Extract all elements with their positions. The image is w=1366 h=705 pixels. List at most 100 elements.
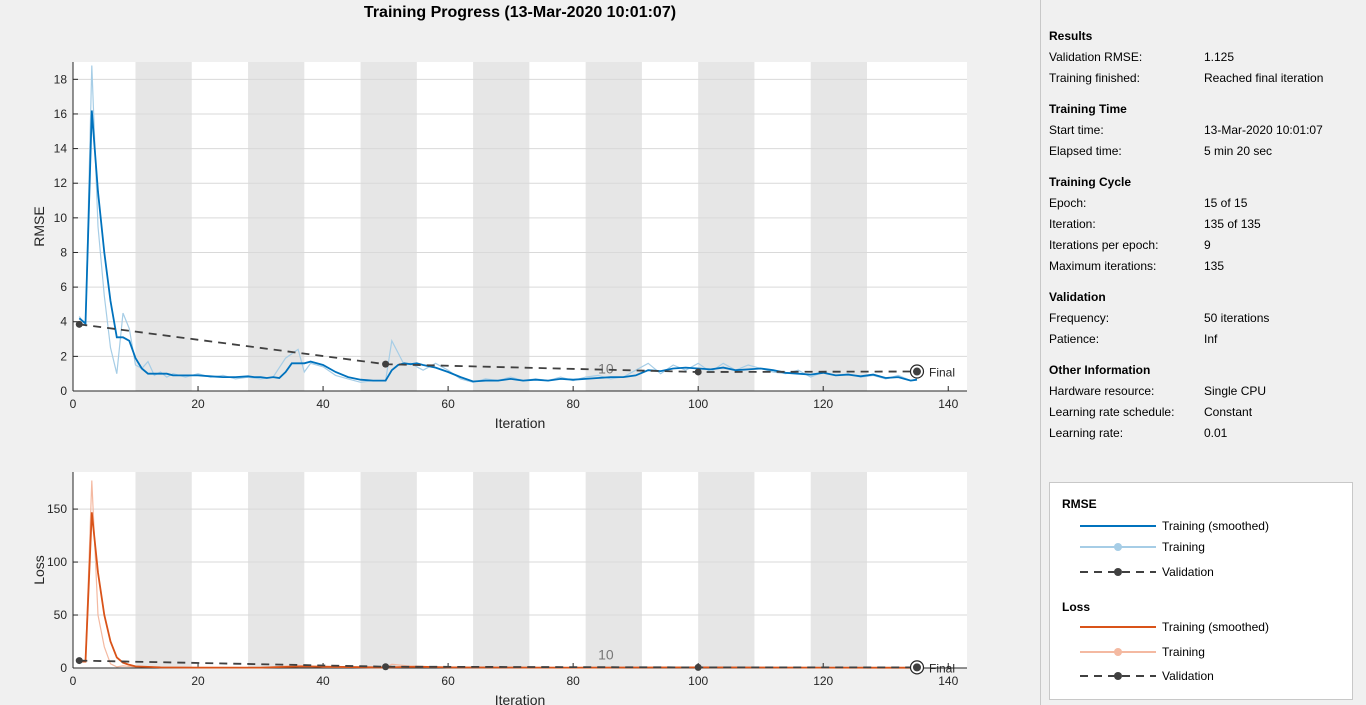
info-value: 135 of 135 xyxy=(1204,217,1261,231)
info-key: Hardware resource: xyxy=(1049,384,1155,398)
info-value: 135 xyxy=(1204,259,1225,273)
validation-point xyxy=(912,663,921,672)
training-cycle-section: Training Cycle Epoch: 15 of 15 Iteration:… xyxy=(1049,174,1359,279)
results-section: Results Validation RMSE: 1.125 Training f… xyxy=(1049,28,1359,91)
legend: RMSE Training (smoothed) Training Valida… xyxy=(1049,482,1353,700)
y-tick-label: 100 xyxy=(47,555,67,569)
legend-swatch-icon xyxy=(1080,672,1156,680)
epoch-band xyxy=(585,62,642,391)
info-value: Inf xyxy=(1204,332,1218,346)
info-value: 13-Mar-2020 10:01:07 xyxy=(1204,123,1323,137)
validation-heading: Validation xyxy=(1049,290,1106,304)
legend-label: Training xyxy=(1162,645,1205,659)
epoch-band xyxy=(585,472,642,668)
y-axis-label: RMSE xyxy=(31,206,47,246)
legend-label: Training (smoothed) xyxy=(1162,519,1269,533)
x-tick-label: 140 xyxy=(938,674,958,688)
y-axis-label: Loss xyxy=(31,555,47,585)
epoch-band xyxy=(360,472,417,668)
final-label: Final xyxy=(929,366,955,380)
plot-area: 0 20 40 60 80 100 120 140 0 2 4 6 8 10 12 14 16 18 Iterati… xyxy=(31,62,967,705)
info-row: Validation RMSE: 1.125 xyxy=(1049,49,1359,70)
info-key: Epoch: xyxy=(1049,196,1087,210)
info-row: Hardware resource: Single CPU xyxy=(1049,383,1359,404)
info-row: Patience: Inf xyxy=(1049,331,1359,352)
epoch-band xyxy=(473,62,530,391)
legend-swatch-icon xyxy=(1080,525,1156,527)
info-row: Epoch: 15 of 15 xyxy=(1049,195,1359,216)
info-value: 50 iterations xyxy=(1204,311,1270,325)
info-key: Iteration: xyxy=(1049,217,1096,231)
epoch-band xyxy=(248,62,305,391)
training-info: Results Validation RMSE: 1.125 Training f… xyxy=(1049,28,1359,446)
x-tick-label: 80 xyxy=(566,674,580,688)
info-row: Iteration: 135 of 135 xyxy=(1049,216,1359,237)
epoch-band xyxy=(698,472,755,668)
other-info-section: Other Information Hardware resource: Sing… xyxy=(1049,362,1359,446)
info-key: Patience: xyxy=(1049,332,1100,346)
epoch-label: 10 xyxy=(598,647,614,663)
info-row: Iterations per epoch: 9 xyxy=(1049,237,1359,258)
info-key: Iterations per epoch: xyxy=(1049,238,1159,252)
epoch-band xyxy=(698,62,755,391)
x-tick-label: 40 xyxy=(316,397,330,411)
y-tick-label: 0 xyxy=(60,384,67,398)
final-label: Final xyxy=(929,661,955,675)
info-key: Maximum iterations: xyxy=(1049,259,1157,273)
legend-heading-rmse: RMSE xyxy=(1062,497,1097,511)
x-tick-label: 140 xyxy=(938,397,958,411)
series-validation-line xyxy=(79,659,917,669)
info-value: 5 min 20 sec xyxy=(1204,144,1273,158)
y-tick-label: 2 xyxy=(60,349,67,363)
y-tick-label: 10 xyxy=(54,211,68,225)
x-tick-label: 0 xyxy=(70,397,77,411)
validation-point xyxy=(912,367,921,376)
legend-heading-loss: Loss xyxy=(1062,600,1091,614)
validation-point xyxy=(694,368,702,376)
training-time-section: Training Time Start time: 13-Mar-2020 10:… xyxy=(1049,101,1359,164)
legend-item-loss-smoothed: Training (smoothed) xyxy=(1080,619,1350,635)
x-tick-label: 20 xyxy=(191,674,205,688)
x-tick-label: 120 xyxy=(813,397,833,411)
legend-swatch-icon xyxy=(1080,543,1156,551)
epoch-band xyxy=(473,472,530,668)
y-tick-label: 4 xyxy=(60,315,67,329)
loss-chart: 0 20 40 60 80 100 120 140 0 50 100 150 Iteration Loss… xyxy=(31,472,967,705)
x-tick-label: 0 xyxy=(70,674,77,688)
training-time-heading: Training Time xyxy=(1049,102,1127,116)
x-tick-label: 20 xyxy=(191,397,205,411)
info-key: Elapsed time: xyxy=(1049,144,1122,158)
info-value: 9 xyxy=(1204,238,1211,252)
x-tick-label: 60 xyxy=(441,674,455,688)
results-heading: Results xyxy=(1049,29,1093,43)
epoch-band xyxy=(810,62,867,391)
info-key: Learning rate schedule: xyxy=(1049,405,1175,419)
x-tick-label: 100 xyxy=(688,674,708,688)
y-tick-label: 0 xyxy=(60,661,67,675)
legend-label: Validation xyxy=(1162,669,1214,683)
info-row: Elapsed time: 5 min 20 sec xyxy=(1049,143,1359,164)
rmse-chart: 0 20 40 60 80 100 120 140 0 2 4 6 8 10 12 14 16 18 Iterati… xyxy=(31,62,967,431)
y-tick-label: 8 xyxy=(60,245,67,259)
y-tick-label: 6 xyxy=(60,280,67,294)
validation-point xyxy=(382,360,390,368)
legend-swatch-icon xyxy=(1080,648,1156,656)
legend-label: Validation xyxy=(1162,565,1214,579)
y-tick-label: 18 xyxy=(54,72,68,86)
y-tick-label: 16 xyxy=(54,107,68,121)
validation-point xyxy=(75,657,83,665)
info-value: 0.01 xyxy=(1204,426,1228,440)
x-axis-label: Iteration xyxy=(495,692,546,705)
epoch-label: 10 xyxy=(598,361,614,377)
validation-point xyxy=(75,320,83,328)
legend-item-loss-validation: Validation xyxy=(1080,668,1350,684)
legend-swatch-icon xyxy=(1080,568,1156,576)
y-tick-label: 12 xyxy=(54,176,68,190)
x-axis-label: Iteration xyxy=(495,415,546,431)
epoch-band xyxy=(248,472,305,668)
validation-section: Validation Frequency: 50 iterations Patie… xyxy=(1049,289,1359,352)
info-row: Learning rate schedule: Constant xyxy=(1049,404,1359,425)
training-cycle-heading: Training Cycle xyxy=(1049,175,1132,189)
y-tick-label: 14 xyxy=(54,142,68,156)
x-tick-label: 40 xyxy=(316,674,330,688)
